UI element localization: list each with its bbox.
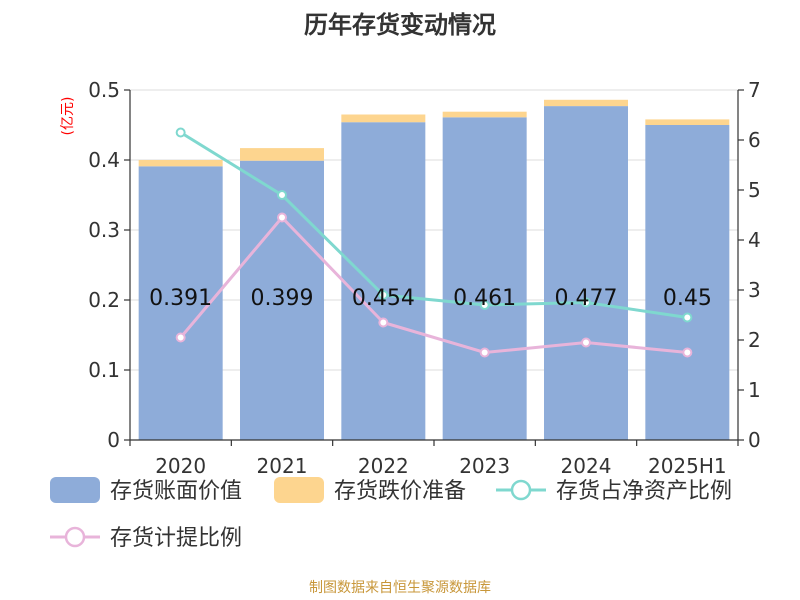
- x-tick-label: 2024: [561, 454, 612, 478]
- y-right-tick-label: 3: [748, 278, 761, 302]
- grid-lines: [130, 89, 738, 371]
- y-right-tick-label: 6: [748, 128, 761, 152]
- bar-value-label: 0.391: [149, 286, 212, 311]
- y-left-tick-label: 0.3: [88, 218, 120, 242]
- line-point: [682, 347, 693, 358]
- line-point: [277, 212, 287, 223]
- line-point: [581, 297, 591, 308]
- legend-marker: [64, 526, 86, 548]
- legend-swatch: [274, 477, 324, 503]
- y-right-tick-label: 4: [748, 228, 761, 252]
- bar-value-label: 0.477: [555, 286, 618, 311]
- line-point: [479, 300, 490, 310]
- bar-value-label: 0.399: [251, 286, 314, 311]
- y-right-tick-label: 2: [748, 328, 761, 352]
- x-tick-label: 2020: [155, 454, 206, 478]
- y-left-unit: (亿元): [60, 97, 76, 136]
- bar-value-label: 0.454: [352, 286, 415, 311]
- line-series-3: [179, 215, 688, 355]
- line-series-2: [179, 131, 688, 319]
- axes: 0 0.1 0.2 0.3 0.4 0.5 0 1 2 3 4 5 6 7 2020 2021 2022 2023…: [88, 78, 761, 478]
- y-left-tick-label: 0.4: [88, 148, 120, 172]
- legend-label: 存货计提比例: [110, 526, 242, 551]
- legend-swatch: [50, 477, 100, 503]
- legend-label: 存货跌价准备: [334, 479, 466, 504]
- bar-value-label: 0.45: [663, 286, 712, 311]
- line-point: [175, 127, 186, 138]
- line-point: [175, 332, 186, 343]
- line-point: [479, 347, 490, 358]
- bar-impairment: [544, 99, 628, 107]
- line-point: [277, 190, 287, 200]
- bar-impairment: [645, 119, 730, 125]
- y-left-tick-label: 0.1: [88, 358, 120, 382]
- bar-book-value: [645, 125, 730, 440]
- y-left-tick-label: 0.5: [88, 78, 120, 102]
- bar-impairment: [341, 114, 426, 123]
- x-tick-label: 2025H1: [648, 454, 727, 478]
- x-tick-label: 2023: [459, 454, 510, 478]
- line-point: [378, 290, 389, 300]
- y-left-tick-label: 0.2: [88, 288, 120, 312]
- bar-value-label: 0.461: [453, 286, 516, 311]
- x-tick-label: 2022: [358, 454, 409, 478]
- bars: [138, 99, 730, 441]
- legend-label: 存货占净资产比例: [556, 479, 732, 504]
- x-tick-label: 2021: [257, 454, 308, 478]
- bar-book-value: [442, 117, 527, 441]
- series-lines: [175, 127, 693, 358]
- source-note: 制图数据来自恒生聚源数据库: [309, 580, 491, 596]
- line-point: [378, 317, 389, 328]
- y-left-tick-label: 0: [107, 428, 120, 452]
- y-right-tick-label: 1: [748, 378, 761, 402]
- bar-impairment: [240, 148, 324, 161]
- bar-impairment: [442, 111, 527, 118]
- line-point: [581, 337, 591, 348]
- legend-marker: [510, 479, 532, 501]
- y-right-tick-label: 5: [748, 178, 761, 202]
- legend-label: 存货账面价值: [110, 479, 242, 504]
- bar-impairment: [138, 160, 223, 167]
- bar-book-value: [544, 106, 628, 440]
- bar-book-value: [341, 122, 426, 440]
- line-point: [682, 312, 693, 323]
- y-right-tick-label: 0: [748, 428, 761, 452]
- bar-labels: 0.391 0.399 0.454 0.461 0.477 0.45: [149, 286, 712, 311]
- y-right-tick-label: 7: [748, 78, 761, 102]
- chart-title: 历年存货变动情况: [304, 11, 496, 39]
- bar-book-value: [240, 160, 324, 440]
